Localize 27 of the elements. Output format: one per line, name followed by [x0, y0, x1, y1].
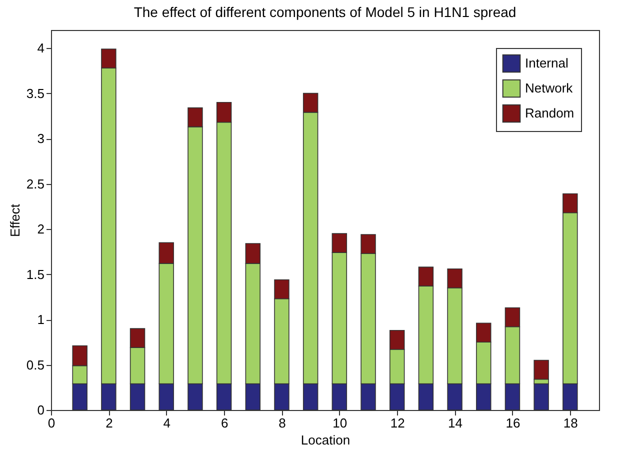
chart-title: The effect of different components of Model 5 in H1N1 spread: [134, 4, 516, 20]
y-tick-label: 3.5: [26, 86, 44, 101]
legend-label: Network: [525, 80, 574, 96]
x-tick-label: 0: [48, 416, 56, 430]
legend-label: Internal: [525, 56, 568, 70]
x-tick-label: 14: [448, 416, 463, 430]
y-tick-label: 2: [37, 222, 44, 237]
y-tick-label: 0: [37, 402, 44, 418]
x-tick-label: 18: [563, 416, 578, 430]
y-tick-label: 0.5: [26, 357, 44, 372]
x-axis-title: Location: [300, 432, 350, 448]
bar: [534, 383, 549, 410]
y-axis-title: Effect: [7, 204, 22, 238]
y-tick-label: 1.5: [26, 266, 44, 282]
y-tick-label: 4: [37, 40, 44, 56]
x-tick-label: 4: [163, 416, 170, 430]
x-tick-label: 6: [220, 416, 228, 430]
y-tick-label: 1: [37, 312, 44, 328]
y-tick-label: 2.5: [26, 176, 44, 192]
x-tick-label: 12: [390, 416, 405, 430]
legend-label: Random: [525, 106, 574, 120]
bar: [534, 360, 549, 380]
y-tick-label: 3: [37, 131, 44, 146]
x-tick-label: 16: [506, 416, 520, 430]
x-tick-label: 8: [278, 416, 286, 430]
x-tick-label: 2: [106, 416, 113, 430]
x-tick-label: 10: [332, 416, 348, 430]
